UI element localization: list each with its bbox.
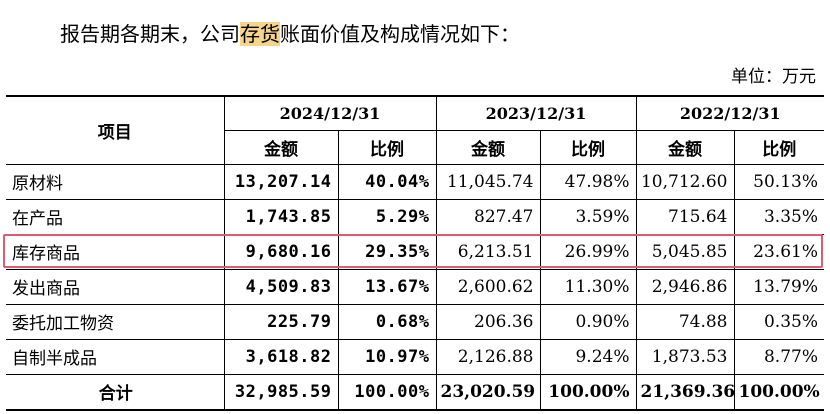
year-header-2024: 2024/12/31 bbox=[223, 95, 437, 131]
subheader-ratio: 比例 bbox=[539, 129, 637, 165]
cell-value: 5,045.85 bbox=[635, 233, 735, 270]
intro-highlight-inventory: 存货 bbox=[240, 22, 280, 46]
cell-value: 13.67% bbox=[337, 268, 437, 305]
header-row-years: 项目 2024/12/31 2023/12/31 2022/12/31 bbox=[6, 95, 824, 165]
cell-value: 0.90% bbox=[539, 303, 637, 340]
cell-value: 3,618.82 bbox=[223, 338, 339, 375]
row-name: 委托加工物资 bbox=[6, 303, 225, 340]
row-name: 发出商品 bbox=[6, 268, 225, 305]
subheader-amount: 金额 bbox=[224, 129, 339, 165]
table-row: 原材料 13,207.14 40.04% 11,045.74 47.98% 10… bbox=[6, 163, 824, 200]
cell-value: 715.64 bbox=[635, 198, 735, 235]
cell-value: 0.68% bbox=[337, 303, 437, 340]
table-row: 发出商品 4,509.83 13.67% 2,600.62 11.30% 2,9… bbox=[6, 268, 824, 305]
cell-value: 26.99% bbox=[539, 233, 637, 270]
intro-text-before: 报告期各期末，公司 bbox=[60, 22, 240, 46]
cell-value: 100.00% bbox=[539, 373, 637, 411]
cell-value: 29.35% bbox=[337, 233, 437, 270]
subheader-amount: 金额 bbox=[435, 129, 541, 165]
cell-value: 50.13% bbox=[733, 163, 824, 200]
cell-value: 2,126.88 bbox=[435, 338, 541, 375]
cell-value: 2,600.62 bbox=[435, 268, 541, 305]
cell-value: 10,712.60 bbox=[635, 163, 735, 200]
subheader-ratio: 比例 bbox=[733, 129, 824, 165]
cell-value: 225.79 bbox=[223, 303, 339, 340]
cell-value: 100.00% bbox=[733, 373, 824, 411]
table-row: 在产品 1,743.85 5.29% 827.47 3.59% 715.64 3… bbox=[6, 198, 824, 235]
cell-value: 6,213.51 bbox=[435, 233, 541, 270]
cell-value: 23,020.59 bbox=[435, 373, 541, 411]
cell-value: 206.36 bbox=[435, 303, 541, 340]
cell-value: 2,946.86 bbox=[635, 268, 735, 305]
cell-value: 4,509.83 bbox=[223, 268, 339, 305]
table-row: 委托加工物资 225.79 0.68% 206.36 0.90% 74.88 0… bbox=[6, 303, 824, 340]
inventory-table: 项目 2024/12/31 2023/12/31 2022/12/31 金额 比… bbox=[6, 95, 824, 411]
cell-value: 8.77% bbox=[733, 338, 824, 375]
year-header-2022: 2022/12/31 bbox=[635, 95, 824, 131]
intro-sentence: 报告期各期末，公司存货账面价值及构成情况如下： bbox=[60, 16, 520, 52]
item-header: 项目 bbox=[6, 95, 225, 165]
cell-value: 47.98% bbox=[539, 163, 637, 200]
cell-value: 11.30% bbox=[539, 268, 637, 305]
cell-value: 5.29% bbox=[337, 198, 437, 235]
total-label: 合计 bbox=[6, 373, 225, 411]
cell-value: 32,985.59 bbox=[223, 373, 339, 411]
row-name: 自制半成品 bbox=[6, 338, 225, 375]
total-row: 合计 32,985.59 100.00% 23,020.59 100.00% 2… bbox=[6, 373, 824, 411]
cell-value: 1,743.85 bbox=[223, 198, 339, 235]
unit-label: 单位：万元 bbox=[731, 67, 816, 87]
cell-value: 10.97% bbox=[337, 338, 437, 375]
year-header-2023: 2023/12/31 bbox=[435, 95, 637, 131]
cell-value: 13,207.14 bbox=[223, 163, 339, 200]
table-row: 自制半成品 3,618.82 10.97% 2,126.88 9.24% 1,8… bbox=[6, 338, 824, 375]
cell-value: 827.47 bbox=[435, 198, 541, 235]
cell-value: 11,045.74 bbox=[435, 163, 541, 200]
row-name: 在产品 bbox=[6, 198, 225, 235]
subheader-ratio: 比例 bbox=[337, 129, 437, 165]
cell-value: 74.88 bbox=[635, 303, 735, 340]
cell-value: 21,369.36 bbox=[635, 373, 735, 411]
cell-value: 9,680.16 bbox=[223, 233, 339, 270]
cell-value: 1,873.53 bbox=[635, 338, 735, 375]
table-row-highlighted: 库存商品 9,680.16 29.35% 6,213.51 26.99% 5,0… bbox=[6, 233, 824, 270]
row-name: 库存商品 bbox=[6, 233, 225, 270]
row-name: 原材料 bbox=[6, 163, 225, 200]
cell-value: 3.59% bbox=[539, 198, 637, 235]
cell-value: 9.24% bbox=[539, 338, 637, 375]
cell-value: 0.35% bbox=[733, 303, 824, 340]
cell-value: 3.35% bbox=[733, 198, 824, 235]
cell-value: 40.04% bbox=[337, 163, 437, 200]
cell-value: 13.79% bbox=[733, 268, 824, 305]
intro-text-after: 账面价值及构成情况如下： bbox=[280, 22, 520, 46]
cell-value: 23.61% bbox=[733, 233, 824, 270]
cell-value: 100.00% bbox=[337, 373, 437, 411]
subheader-amount: 金额 bbox=[635, 129, 735, 165]
